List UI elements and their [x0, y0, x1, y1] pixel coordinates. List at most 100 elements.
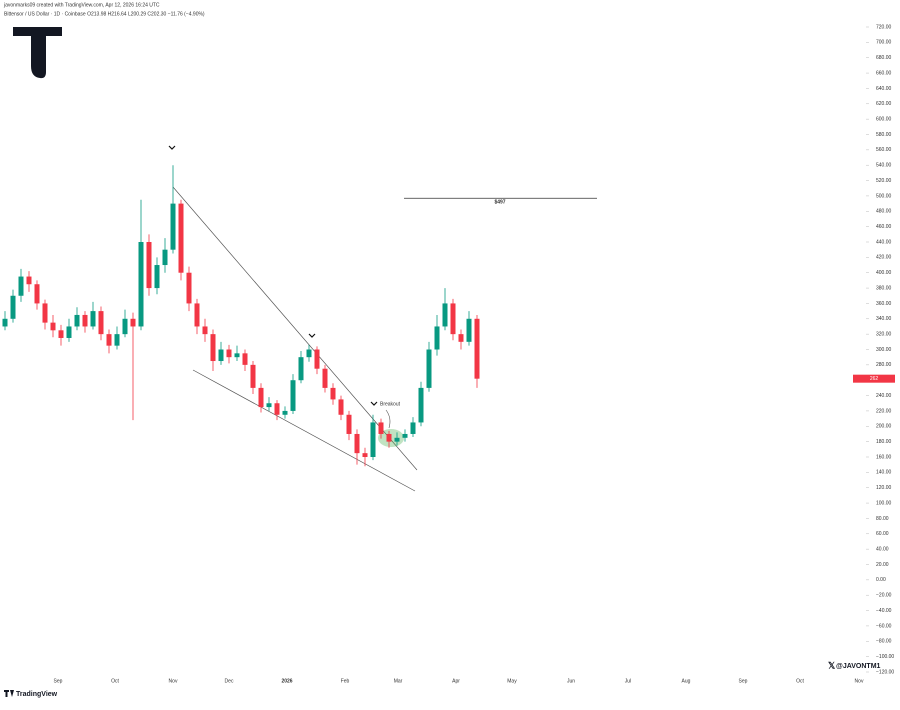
y-tick-label: 580.00: [876, 132, 892, 138]
header: javonmarks09 created with TradingView.co…: [3, 2, 160, 8]
candle-body: [242, 353, 248, 365]
y-tick-label: 660.00: [876, 70, 892, 76]
candle-body: [130, 318, 136, 327]
y-tick-label: 440.00: [876, 239, 892, 245]
candle-body: [42, 303, 48, 323]
x-tick-label: Feb: [341, 678, 350, 684]
candle-body: [338, 399, 344, 415]
candle-body: [26, 276, 32, 285]
y-tick-label: 340.00: [876, 316, 892, 322]
candle-body: [50, 322, 56, 331]
candle-body: [402, 433, 408, 438]
y-tick-label: 20.00: [876, 562, 889, 568]
candle-body: [274, 403, 280, 415]
y-tick-label: 460.00: [876, 224, 892, 230]
x-tick-label: Nov: [169, 678, 178, 684]
y-tick-label: 300.00: [876, 347, 892, 353]
x-tick-label: Dec: [225, 678, 234, 684]
y-tick-label: 620.00: [876, 101, 892, 107]
x-logo: 𝕏: [828, 660, 836, 670]
candle-body: [146, 242, 152, 289]
candle-body: [466, 318, 472, 342]
target-label: $497: [494, 200, 505, 206]
candle-body: [58, 330, 64, 338]
candle-body: [234, 353, 240, 358]
y-tick-label: −80.00: [876, 639, 892, 645]
y-tick-label: 180.00: [876, 439, 892, 445]
y-tick-label: 380.00: [876, 285, 892, 291]
candle-body: [298, 357, 304, 381]
marker: [168, 145, 176, 150]
candle-body: [426, 349, 432, 388]
x-tick-label: May: [507, 678, 517, 684]
y-tick-label: −120.00: [876, 669, 894, 675]
candle-body: [178, 203, 184, 273]
brand: TradingView: [16, 691, 58, 698]
candle-body: [34, 284, 40, 304]
trendline: [172, 186, 418, 471]
candle-body: [18, 276, 24, 296]
candle-body: [162, 249, 168, 266]
candle-body: [74, 314, 80, 327]
candle-body: [450, 303, 456, 335]
x-tick-label: Apr: [452, 678, 460, 684]
candle-body: [202, 326, 208, 335]
candle-body: [66, 326, 72, 338]
y-tick-label: 420.00: [876, 255, 892, 261]
y-tick-label: 700.00: [876, 40, 892, 46]
y-tick-label: 100.00: [876, 500, 892, 506]
candle-body: [474, 318, 480, 379]
candle-body: [90, 311, 96, 327]
x-tick-label: Jul: [625, 678, 631, 684]
candle-body: [250, 364, 256, 388]
y-tick-label: −60.00: [876, 623, 892, 629]
candle-body: [306, 349, 312, 358]
candle-body: [410, 422, 416, 434]
candle-body: [370, 422, 376, 457]
candle-body: [2, 318, 8, 327]
arrow: [385, 409, 391, 429]
y-tick-label: 120.00: [876, 485, 892, 491]
logo: [13, 27, 62, 79]
price-tag: [853, 374, 895, 383]
candle-body: [354, 433, 360, 454]
annotation: Breakout: [380, 401, 401, 407]
y-tick-label: 360.00: [876, 301, 892, 307]
y-tick-label: 680.00: [876, 55, 892, 61]
candle-body: [258, 387, 264, 408]
candle-body: [122, 318, 128, 335]
candle-body: [98, 311, 104, 335]
y-tick-label: 160.00: [876, 454, 892, 460]
candle-body: [442, 303, 448, 327]
y-tick-label: 600.00: [876, 116, 892, 122]
candle-body: [346, 414, 352, 434]
y-tick-label: 560.00: [876, 147, 892, 153]
x-tick-label: Oct: [796, 678, 804, 684]
y-tick-label: 0.00: [876, 577, 886, 583]
y-tick-label: 520.00: [876, 178, 892, 184]
y-tick-label: 80.00: [876, 516, 889, 522]
candle-body: [210, 334, 216, 362]
marker: [308, 333, 316, 338]
price-tag-label: 262: [870, 376, 879, 382]
candle-body: [154, 265, 160, 289]
candle-body: [394, 437, 400, 442]
x-tick-label: Aug: [682, 678, 691, 684]
candle-body: [458, 334, 464, 342]
candle-body: [266, 403, 272, 408]
y-tick-label: 40.00: [876, 546, 889, 552]
x-tick-label: Nov: [855, 678, 864, 684]
marker: [370, 401, 378, 406]
y-tick-label: 240.00: [876, 393, 892, 399]
y-tick-label: 60.00: [876, 531, 889, 537]
candle-body: [314, 349, 320, 369]
y-tick-label: 280.00: [876, 362, 892, 368]
y-tick-label: 640.00: [876, 86, 892, 92]
y-tick-label: 220.00: [876, 408, 892, 414]
candle-body: [418, 387, 424, 423]
x-tick-label: Sep: [739, 678, 748, 684]
candle-body: [170, 203, 176, 250]
candle-body: [282, 410, 288, 415]
x-tick-label: 2026: [281, 678, 292, 684]
